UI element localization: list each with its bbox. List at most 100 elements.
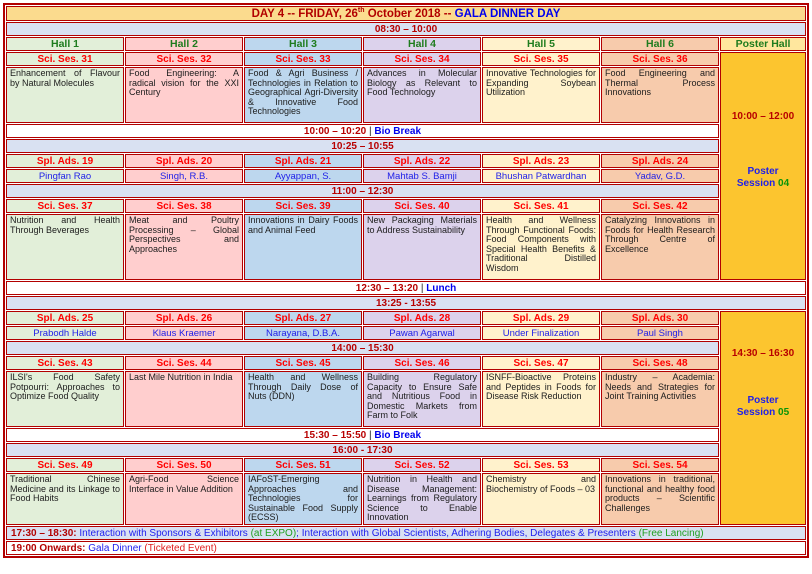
session-text-46: Building Regulatory Capacity to Ensure S… — [363, 371, 481, 427]
session-text-40: New Packaging Materials to Address Susta… — [363, 214, 481, 280]
session-text-39: Innovations in Dairy Foods and Animal Fe… — [244, 214, 362, 280]
bio-break-2-time: 15:30 – 15:50 — [303, 429, 367, 441]
speaker-name-19: Pingfan Rao — [6, 169, 124, 183]
poster-05-label: Poster Session 05 — [737, 395, 789, 419]
session-code-37: Sci. Ses. 37 — [6, 199, 124, 213]
speaker-name-29: Under Finalization — [482, 326, 600, 340]
poster-05-label-line2: Session — [736, 407, 776, 418]
splads-code-20: Spl. Ads. 20 — [125, 154, 243, 168]
session-code-34: Sci. Ses. 34 — [363, 52, 481, 66]
splads-code-23: Spl. Ads. 23 — [482, 154, 600, 168]
hall-5-header: Hall 5 — [482, 37, 600, 51]
splads-code-22: Spl. Ads. 22 — [363, 154, 481, 168]
session-text-42: Catalyzing Innovations in Foods for Heal… — [601, 214, 719, 280]
poster-05-time: 14:30 – 16:30 — [731, 348, 795, 359]
lunch-break: 12:30 – 13:20 | Lunch — [6, 281, 807, 295]
poster-04-number: 04 — [778, 178, 790, 189]
session-code-33: Sci. Ses. 33 — [244, 52, 362, 66]
poster-05-label-line1: Poster — [747, 395, 779, 406]
session-code-35: Sci. Ses. 35 — [482, 52, 600, 66]
session-code-31: Sci. Ses. 31 — [6, 52, 124, 66]
splads-code-29: Spl. Ads. 29 — [482, 311, 600, 325]
session-text-51: IAFoST-Emerging Approaches and Technolog… — [244, 473, 362, 525]
page-title: DAY 4 -- FRIDAY, 26th October 2018 -- GA… — [6, 6, 807, 21]
speaker-name-27: Narayana, D.B.A. — [244, 326, 362, 340]
day4-schedule-table: DAY 4 -- FRIDAY, 26th October 2018 -- GA… — [3, 3, 810, 558]
session-code-36: Sci. Ses. 36 — [601, 52, 719, 66]
session-text-53: Chemistry and Biochemistry of Foods – 03 — [482, 473, 600, 525]
session-code-43: Sci. Ses. 43 — [6, 356, 124, 370]
session-code-53: Sci. Ses. 53 — [482, 458, 600, 472]
session-text-43: ILSI's Food Safety Potpourri: Approaches… — [6, 371, 124, 427]
session-code-45: Sci. Ses. 45 — [244, 356, 362, 370]
title-gala: GALA DINNER DAY — [454, 7, 561, 20]
speaker-name-23: Bhushan Patwardhan — [482, 169, 600, 183]
footer-interaction-text-1: Interaction with Sponsors & Exhibitors — [79, 527, 248, 539]
splads-code-26: Spl. Ads. 26 — [125, 311, 243, 325]
session-code-41: Sci. Ses. 41 — [482, 199, 600, 213]
timebar-1325: 13:25 - 13:55 — [6, 296, 807, 310]
session-code-51: Sci. Ses. 51 — [244, 458, 362, 472]
session-text-37: Nutrition and Health Through Beverages — [6, 214, 124, 280]
session-text-32: Food Engineering: A radical vision for t… — [125, 67, 243, 123]
footer-gala-row: 19:00 Onwards: Gala Dinner (Ticketed Eve… — [6, 541, 807, 555]
footer-interaction-time: 17:30 – 18:30: — [11, 527, 77, 539]
session-text-36: Food Engineering and Thermal Process Inn… — [601, 67, 719, 123]
session-text-49: Traditional Chinese Medicine and its Lin… — [6, 473, 124, 525]
session-text-33: Food & Agri Business / Technologies in R… — [244, 67, 362, 123]
timebar-1025: 10:25 – 10:55 — [6, 139, 719, 153]
session-text-47: ISNFF-Bioactive Proteins and Peptides in… — [482, 371, 600, 427]
bio-break-2: 15:30 – 15:50 | Bio Break — [6, 428, 719, 442]
session-code-50: Sci. Ses. 50 — [125, 458, 243, 472]
speaker-name-28: Pawan Agarwal — [363, 326, 481, 340]
speaker-name-25: Prabodh Halde — [6, 326, 124, 340]
session-code-46: Sci. Ses. 46 — [363, 356, 481, 370]
splads-code-24: Spl. Ads. 24 — [601, 154, 719, 168]
poster-hall-header: Poster Hall — [720, 37, 807, 51]
footer-expo-note: (at EXPO) — [250, 527, 297, 539]
speaker-name-20: Singh, R.B. — [125, 169, 243, 183]
session-text-45: Health and Wellness Through Daily Dose o… — [244, 371, 362, 427]
speaker-name-24: Yadav, G.D. — [601, 169, 719, 183]
speaker-name-21: Ayyappan, S. — [244, 169, 362, 183]
speaker-name-30: Paul Singh — [601, 326, 719, 340]
session-text-34: Advances in Molecular Biology as Relevan… — [363, 67, 481, 123]
session-text-44: Last Mile Nutrition in India — [125, 371, 243, 427]
poster-04-time: 10:00 – 12:00 — [731, 111, 795, 122]
session-text-31: Enhancement of Flavour by Natural Molecu… — [6, 67, 124, 123]
hall-3-header: Hall 3 — [244, 37, 362, 51]
session-text-41: Health and Wellness Through Functional F… — [482, 214, 600, 280]
poster-04-label-line1: Poster — [747, 166, 779, 177]
footer-ticketed-note: (Ticketed Event) — [144, 542, 217, 554]
footer-gala-label: Gala Dinner — [88, 542, 142, 554]
bio-break-1-time: 10:00 – 10:20 — [303, 125, 367, 137]
session-code-49: Sci. Ses. 49 — [6, 458, 124, 472]
timebar-1400: 14:00 – 15:30 — [6, 341, 719, 355]
hall-4-header: Hall 4 — [363, 37, 481, 51]
footer-gala-time: 19:00 Onwards: — [11, 542, 86, 554]
poster-session-05-cell: 14:30 – 16:30 Poster Session 05 — [720, 311, 807, 525]
session-code-40: Sci. Ses. 40 — [363, 199, 481, 213]
poster-04-label: Poster Session 04 — [737, 166, 789, 190]
session-code-42: Sci. Ses. 42 — [601, 199, 719, 213]
session-code-38: Sci. Ses. 38 — [125, 199, 243, 213]
bio-break-1: 10:00 – 10:20 | Bio Break — [6, 124, 719, 138]
title-date-ordinal: th — [357, 7, 365, 15]
session-code-39: Sci. Ses. 39 — [244, 199, 362, 213]
bio-break-2-label: Bio Break — [374, 429, 422, 441]
session-code-44: Sci. Ses. 44 — [125, 356, 243, 370]
lunch-time: 12:30 – 13:20 — [355, 282, 419, 294]
timebar-0830: 08:30 – 10:00 — [6, 22, 807, 36]
session-text-52: Nutrition in Health and Disease Manageme… — [363, 473, 481, 525]
session-text-48: Industry – Academia: Needs and Strategie… — [601, 371, 719, 427]
session-code-47: Sci. Ses. 47 — [482, 356, 600, 370]
poster-04-label-line2: Session — [736, 178, 776, 189]
session-code-48: Sci. Ses. 48 — [601, 356, 719, 370]
session-text-35: Innovative Technologies for Expanding So… — [482, 67, 600, 123]
hall-2-header: Hall 2 — [125, 37, 243, 51]
footer-free-lancing-note: (Free Lancing) — [638, 527, 704, 539]
splads-code-21: Spl. Ads. 21 — [244, 154, 362, 168]
speaker-name-22: Mahtab S. Bamji — [363, 169, 481, 183]
session-code-54: Sci. Ses. 54 — [601, 458, 719, 472]
splads-code-28: Spl. Ads. 28 — [363, 311, 481, 325]
